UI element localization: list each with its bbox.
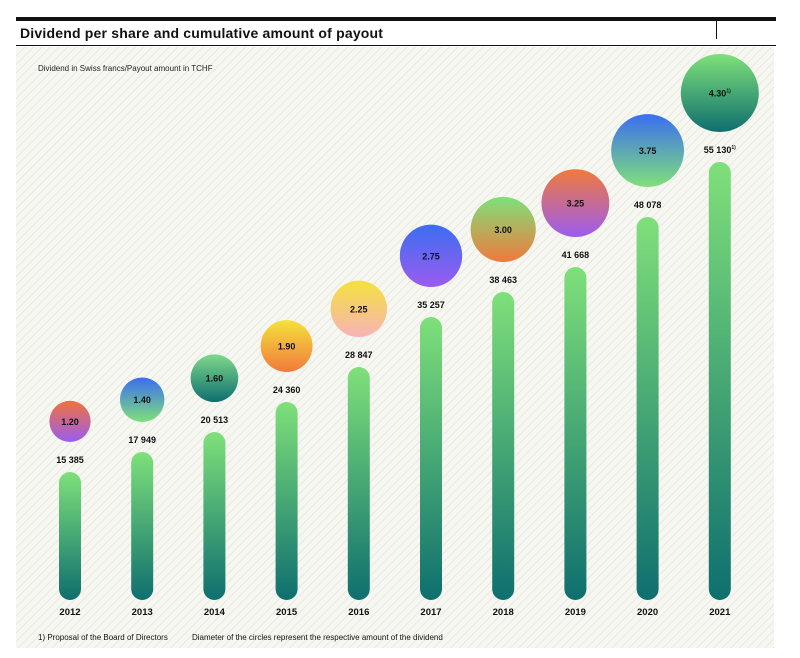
dividend-label: 4.301) xyxy=(709,89,731,99)
dividend-circle xyxy=(680,54,759,132)
dividend-footnote-mark: 1) xyxy=(726,89,731,95)
dividend-label: 1.20 xyxy=(61,417,79,427)
year-tick-label: 2014 xyxy=(204,607,226,618)
payout-label: 48 078 xyxy=(634,200,662,210)
year-tick-label: 2015 xyxy=(276,607,298,618)
payout-bar xyxy=(59,472,81,600)
payout-label: 15 385 xyxy=(56,455,84,465)
payout-bar xyxy=(131,452,154,600)
dividend-circle xyxy=(541,169,610,238)
dividend-label: 2.25 xyxy=(350,304,368,314)
year-tick-label: 2012 xyxy=(59,607,80,618)
title-rule xyxy=(16,45,776,46)
year-tick-label: 2021 xyxy=(709,607,731,618)
year-tick-label: 2016 xyxy=(348,607,369,618)
dividend-circle xyxy=(470,196,536,262)
dividend-circle xyxy=(399,224,463,288)
payout-label: 24 360 xyxy=(273,385,301,395)
top-rule xyxy=(16,17,776,21)
dividend-label: 1.90 xyxy=(278,342,296,352)
payout-label: 20 513 xyxy=(201,415,229,425)
dividend-label: 3.00 xyxy=(494,225,512,235)
year-tick-label: 2018 xyxy=(493,607,514,618)
payout-bar xyxy=(203,432,226,600)
payout-bar xyxy=(275,401,298,600)
dividend-circle xyxy=(611,114,685,188)
payout-label: 55 1301) xyxy=(704,145,736,155)
payout-label: 38 463 xyxy=(489,275,517,285)
year-tick-label: 2020 xyxy=(637,607,658,618)
payout-label: 35 257 xyxy=(417,300,445,310)
dividend-circle xyxy=(190,354,239,403)
year-tick-label: 2017 xyxy=(420,607,441,618)
payout-bar xyxy=(420,317,442,600)
dividend-label: 3.75 xyxy=(639,146,657,156)
payout-label: 28 847 xyxy=(345,350,373,360)
payout-bar xyxy=(636,217,659,600)
dividend-circle xyxy=(330,280,388,338)
dividend-circle xyxy=(260,320,313,372)
payout-label: 41 668 xyxy=(562,250,590,260)
dividend-label: 1.40 xyxy=(133,395,151,405)
dividend-circle xyxy=(119,377,165,423)
payout-label: 17 949 xyxy=(128,435,156,445)
year-tick-label: 2019 xyxy=(565,607,586,618)
year-tick-label: 2013 xyxy=(132,607,153,618)
footnote: 1) Proposal of the Board of Directors xyxy=(38,633,168,642)
dividend-label: 1.60 xyxy=(206,374,224,384)
title-divider xyxy=(716,21,717,39)
payout-bar xyxy=(708,162,731,600)
dividend-circle xyxy=(49,400,91,443)
circle-size-note: Diameter of the circles represent the re… xyxy=(192,633,443,642)
payout-bar xyxy=(564,267,587,600)
dividend-label: 3.25 xyxy=(567,199,585,209)
payout-bar xyxy=(347,367,370,600)
chart-subtitle: Dividend in Swiss francs/Payout amount i… xyxy=(38,64,213,73)
payout-bar xyxy=(492,291,515,600)
dividend-label: 2.75 xyxy=(422,251,440,261)
payout-footnote-mark: 1) xyxy=(731,145,736,151)
chart-title: Dividend per share and cumulative amount… xyxy=(20,25,384,41)
